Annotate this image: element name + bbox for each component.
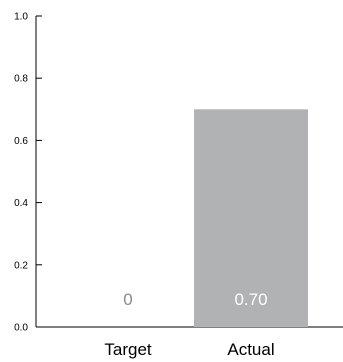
y-tick-label: 0.2 — [14, 260, 28, 271]
bar-value-label: 0.70 — [234, 290, 267, 309]
x-category-label: Actual — [227, 340, 274, 359]
y-tick-label: 0.4 — [14, 198, 28, 209]
y-tick-label: 1.0 — [14, 12, 28, 23]
bar-actual — [194, 109, 308, 327]
y-tick-label: 0.6 — [14, 136, 28, 147]
bar-value-label: 0 — [123, 290, 132, 309]
y-axis: 0.0 0.2 0.4 0.6 0.8 1.0 — [14, 12, 42, 334]
y-tick-label: 0.0 — [14, 323, 28, 334]
x-axis: Target Actual — [36, 326, 343, 359]
x-category-label: Target — [104, 340, 152, 359]
bars — [194, 109, 308, 327]
value-labels: 0 0.70 — [123, 290, 267, 309]
y-tick-label: 0.8 — [14, 74, 28, 85]
